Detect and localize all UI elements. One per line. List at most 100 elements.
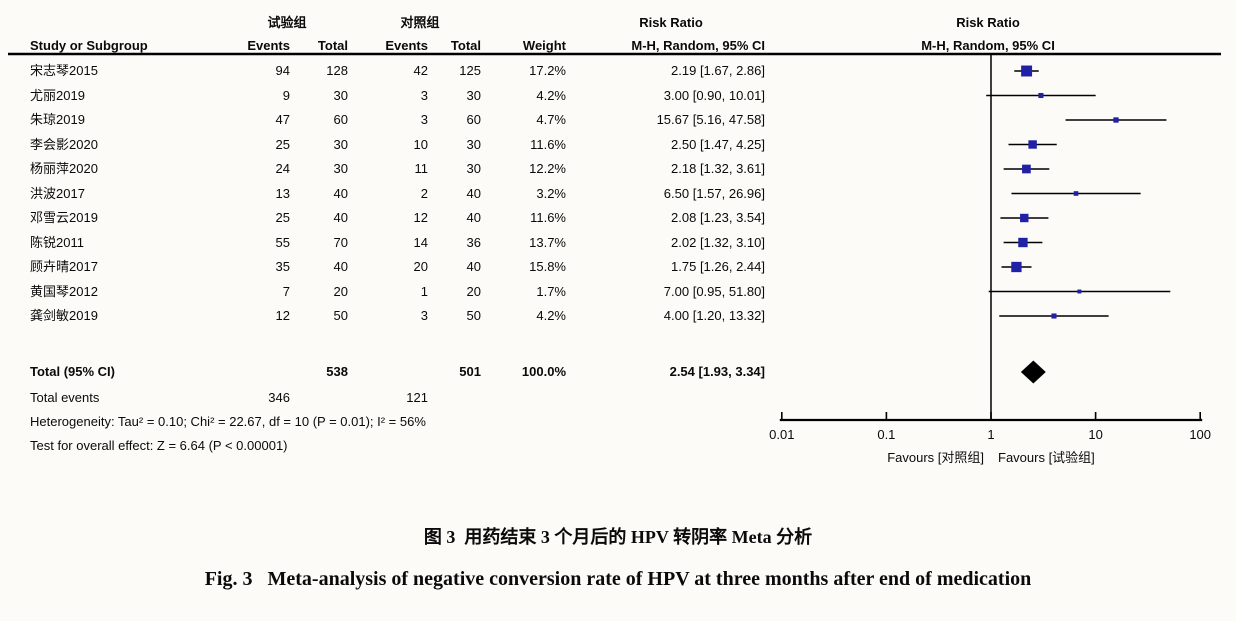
column-header-events-exp: Events (247, 38, 290, 53)
risk-ratio-text: 2.08 [1.23, 3.54] (671, 210, 765, 225)
events-exp: 35 (275, 259, 290, 274)
events-exp: 25 (275, 136, 290, 152)
weight: 12.2% (529, 161, 566, 176)
events-ctl: 3 (420, 112, 428, 127)
x-tick-label: 0.1 (877, 427, 896, 442)
study-row: 陈锐2011 55 70 14 36 13.7% 2.02 [1.32, 3.10] (0, 233, 770, 253)
total-ctl: 40 (466, 259, 481, 274)
weight: 17.2% (529, 63, 566, 78)
total-ctl: 30 (466, 87, 481, 103)
risk-ratio-header-left: Risk Ratio (639, 15, 703, 30)
weight: 4.7% (536, 112, 566, 127)
effect-marker (1051, 313, 1057, 319)
total-exp: 20 (333, 283, 348, 299)
column-header-study: Study or Subgroup (30, 38, 148, 53)
total-row-label: Total (95% CI) (30, 364, 115, 379)
total-exp: 40 (333, 185, 348, 201)
weight: 11.6% (530, 210, 566, 225)
column-header-events-ctl: Events (385, 38, 428, 53)
total-exp: 40 (333, 259, 348, 274)
study-name: 龚剑敏2019 (30, 308, 98, 323)
effect-marker (1011, 261, 1022, 273)
study-name: 尤丽2019 (30, 87, 85, 103)
events-exp: 13 (275, 185, 290, 201)
column-header-mh-ci-right: M-H, Random, 95% CI (921, 38, 1055, 53)
events-exp: 25 (275, 210, 290, 225)
total-events-exp: 346 (268, 390, 290, 405)
weight: 11.6% (530, 136, 566, 152)
effect-marker (1028, 140, 1037, 149)
column-header-weight: Weight (522, 38, 566, 53)
risk-ratio-text: 2.19 [1.67, 2.86] (671, 63, 765, 78)
effect-marker (1018, 237, 1028, 248)
study-name: 邓雪云2019 (30, 210, 98, 225)
total-exp: 30 (333, 87, 348, 103)
effect-marker (1020, 213, 1029, 223)
study-row: 宋志琴2015 94 128 42 125 17.2% 2.19 [1.67, 2.86] (0, 61, 770, 81)
study-name: 陈锐2011 (30, 234, 84, 250)
overall-effect-test: Test for overall effect: Z = 6.64 (P < 0… (30, 438, 288, 453)
events-exp: 55 (275, 234, 290, 250)
weight: 13.7% (529, 234, 566, 250)
effect-marker (1077, 289, 1082, 294)
total-risk-ratio: 2.54 [1.93, 3.34] (669, 364, 765, 379)
study-name: 朱琼2019 (30, 112, 85, 127)
group-label-control: 对照组 (400, 15, 440, 30)
effect-marker (1022, 164, 1031, 174)
total-exp: 60 (333, 112, 348, 127)
caption-chinese: 图 3 用药结束 3 个月后的 HPV 转阴率 Meta 分析 (423, 527, 813, 547)
study-name: 洪波2017 (30, 185, 85, 201)
risk-ratio-text: 15.67 [5.16, 47.58] (656, 112, 765, 127)
total-exp: 70 (333, 234, 348, 250)
heterogeneity-stats: Heterogeneity: Tau² = 0.10; Chi² = 22.67… (30, 414, 426, 429)
events-ctl: 11 (414, 161, 429, 176)
x-tick-label: 0.01 (769, 427, 795, 442)
study-row: 李会影2020 25 30 10 30 11.6% 2.50 [1.47, 4.25] (0, 135, 770, 155)
total-ctl: 20 (466, 283, 481, 299)
events-exp: 7 (282, 283, 290, 299)
study-row: 龚剑敏2019 12 50 3 50 4.2% 4.00 [1.20, 13.32] (0, 306, 770, 326)
total-exp: 30 (333, 136, 348, 152)
total-exp: 128 (326, 63, 348, 78)
events-exp: 24 (275, 161, 290, 176)
risk-ratio-text: 1.75 [1.26, 2.44] (671, 259, 765, 274)
study-name: 宋志琴2015 (30, 63, 98, 78)
study-row: 黄国琴2012 7 20 1 20 1.7% 7.00 [0.95, 51.80] (0, 282, 770, 302)
study-row: 杨丽萍2020 24 30 11 30 12.2% 2.18 [1.32, 3.61] (0, 159, 770, 179)
favours-experimental-label: Favours [试验组] (998, 450, 1095, 465)
total-ctl: 60 (466, 112, 481, 127)
risk-ratio-text: 2.02 [1.32, 3.10] (671, 234, 765, 250)
total-exp: 30 (333, 161, 348, 176)
column-header-total-exp: Total (317, 38, 348, 53)
total-exp: 40 (333, 210, 348, 225)
total-total-ctl: 501 (459, 364, 481, 379)
risk-ratio-header-right: Risk Ratio (956, 15, 1020, 30)
effect-marker (1113, 117, 1119, 123)
weight: 4.2% (536, 87, 566, 103)
weight: 3.2% (536, 185, 566, 201)
x-tick-label: 100 (1189, 427, 1212, 442)
weight: 1.7% (536, 283, 566, 299)
study-name: 顾卉晴2017 (30, 259, 98, 274)
total-diamond (1020, 360, 1046, 384)
favours-control-label: Favours [对照组] (887, 450, 984, 465)
events-exp: 9 (282, 87, 290, 103)
total-ctl: 36 (466, 234, 481, 250)
total-ctl: 40 (466, 185, 481, 201)
study-row: 朱琼2019 47 60 3 60 4.7% 15.67 [5.16, 47.58] (0, 110, 770, 130)
total-total-exp: 538 (326, 364, 348, 379)
study-row: 尤丽2019 9 30 3 30 4.2% 3.00 [0.90, 10.01] (0, 86, 770, 106)
total-ctl: 30 (466, 136, 481, 152)
effect-marker (1038, 92, 1044, 99)
total-ctl: 40 (466, 210, 481, 225)
events-exp: 12 (275, 308, 290, 323)
events-ctl: 20 (413, 259, 428, 274)
study-name: 杨丽萍2020 (30, 161, 98, 176)
study-row: 顾卉晴2017 35 40 20 40 15.8% 1.75 [1.26, 2.44] (0, 257, 770, 277)
weight: 4.2% (536, 308, 566, 323)
x-tick-label: 10 (1088, 427, 1103, 442)
study-row: 邓雪云2019 25 40 12 40 11.6% 2.08 [1.23, 3.54] (0, 208, 770, 228)
events-ctl: 1 (420, 283, 428, 299)
study-name: 黄国琴2012 (30, 283, 98, 299)
